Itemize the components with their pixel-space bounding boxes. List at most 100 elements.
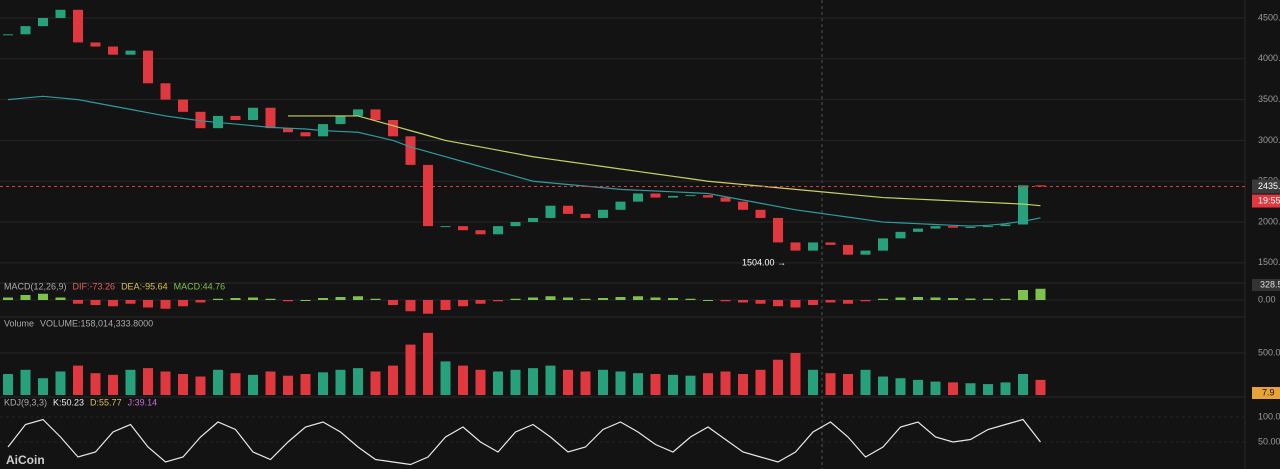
candle <box>353 109 363 116</box>
macd-bar <box>790 300 801 308</box>
macd-bar <box>738 300 748 303</box>
candle <box>458 226 468 231</box>
macd-bar <box>108 300 118 307</box>
macd-bar <box>598 298 608 300</box>
candle <box>598 209 608 218</box>
macd-bar <box>213 298 223 300</box>
volume-bar <box>825 373 836 395</box>
macd-bar <box>38 293 48 300</box>
candle <box>55 9 66 18</box>
candle <box>3 34 13 36</box>
candle <box>895 231 906 239</box>
candle <box>930 226 941 229</box>
macd-bar <box>230 298 241 300</box>
volume-bar <box>108 374 118 395</box>
macd-bar <box>720 300 731 302</box>
candle <box>178 99 188 112</box>
candle <box>510 222 521 227</box>
candle <box>38 17 48 27</box>
macd-bar <box>703 300 713 301</box>
volume-bar <box>178 374 188 395</box>
indicator-label: K:50.23 <box>53 397 84 407</box>
macd-bar <box>1018 290 1028 300</box>
candle <box>633 193 643 202</box>
candle <box>283 128 293 133</box>
volume-bar <box>510 369 521 395</box>
macd-bar <box>423 300 433 314</box>
indicator-label: Volume <box>4 318 34 328</box>
macd-bar <box>650 297 661 300</box>
volume-bar <box>160 371 171 395</box>
volume-bar <box>475 369 486 395</box>
candle <box>580 213 591 218</box>
candle <box>493 226 503 235</box>
macd-bar <box>633 296 643 300</box>
macd-bar <box>143 300 153 308</box>
volume-bar <box>213 369 223 395</box>
time-tag <box>1252 194 1280 208</box>
candle <box>720 197 731 202</box>
y-tick-label: 3500.0 <box>1258 94 1280 104</box>
macd-bar <box>1000 298 1011 300</box>
volume-bar <box>1000 382 1011 395</box>
candle <box>668 195 678 198</box>
y-tick-label: 2000.0 <box>1258 216 1280 226</box>
macd-bar <box>353 296 363 300</box>
macd-bar <box>545 296 556 300</box>
volume-bar <box>860 369 871 395</box>
macd-bar <box>563 297 573 300</box>
macd-bar <box>1035 288 1046 300</box>
macd-bar <box>808 300 818 305</box>
volume-bar <box>790 353 801 395</box>
indicator-label: DEA:-95.64 <box>121 281 168 291</box>
candle <box>440 226 451 228</box>
macd-bar <box>388 300 398 305</box>
macd-bar <box>458 300 468 307</box>
volume-bar <box>948 382 958 395</box>
indicator-label: VOLUME:158,014,333.8000 <box>40 318 153 328</box>
volume-bar <box>545 365 556 395</box>
y-tick-label: 50.00 <box>1258 436 1280 446</box>
macd-bar <box>948 298 958 300</box>
volume-bar <box>388 365 398 395</box>
volume-bar <box>633 373 643 395</box>
volume-bar <box>20 369 31 395</box>
candle <box>73 9 83 43</box>
volume-bar <box>703 373 713 395</box>
macd-bar <box>510 298 521 300</box>
candle <box>615 201 626 210</box>
macd-bar <box>843 300 853 304</box>
y-tick-label: 4000.0 <box>1258 53 1280 63</box>
volume-bar <box>913 379 923 395</box>
candle <box>265 107 276 129</box>
indicator-label: MACD(12,26,9) <box>4 281 67 291</box>
macd-bar <box>965 298 976 300</box>
candle <box>388 120 398 137</box>
macd-bar <box>580 298 591 300</box>
y-tick-label: 1500.0 <box>1258 257 1280 267</box>
candle <box>755 209 766 218</box>
candle <box>983 226 993 228</box>
candle <box>475 230 486 235</box>
volume-bar <box>1018 374 1028 395</box>
candle <box>878 238 888 251</box>
kdj-k-line <box>7 418 1041 466</box>
candle <box>913 228 923 232</box>
volume-bar <box>720 371 731 395</box>
macd-bar <box>318 298 328 300</box>
indicator-label: MACD:44.76 <box>174 281 226 291</box>
moving-average <box>288 115 1041 207</box>
volume-bar <box>90 373 101 395</box>
indicator-label: KDJ(9,3,3) <box>4 397 47 407</box>
volume-bar <box>738 374 748 395</box>
macd-bar <box>55 297 66 300</box>
macd-bar <box>615 297 626 300</box>
candle <box>703 195 713 198</box>
volume-bar <box>755 369 766 395</box>
price-tag <box>1252 179 1280 194</box>
candle <box>370 109 381 120</box>
macd-bar <box>528 297 538 300</box>
macd-bar <box>860 300 871 302</box>
volume-bar <box>143 368 153 395</box>
volume-bar <box>353 368 363 395</box>
